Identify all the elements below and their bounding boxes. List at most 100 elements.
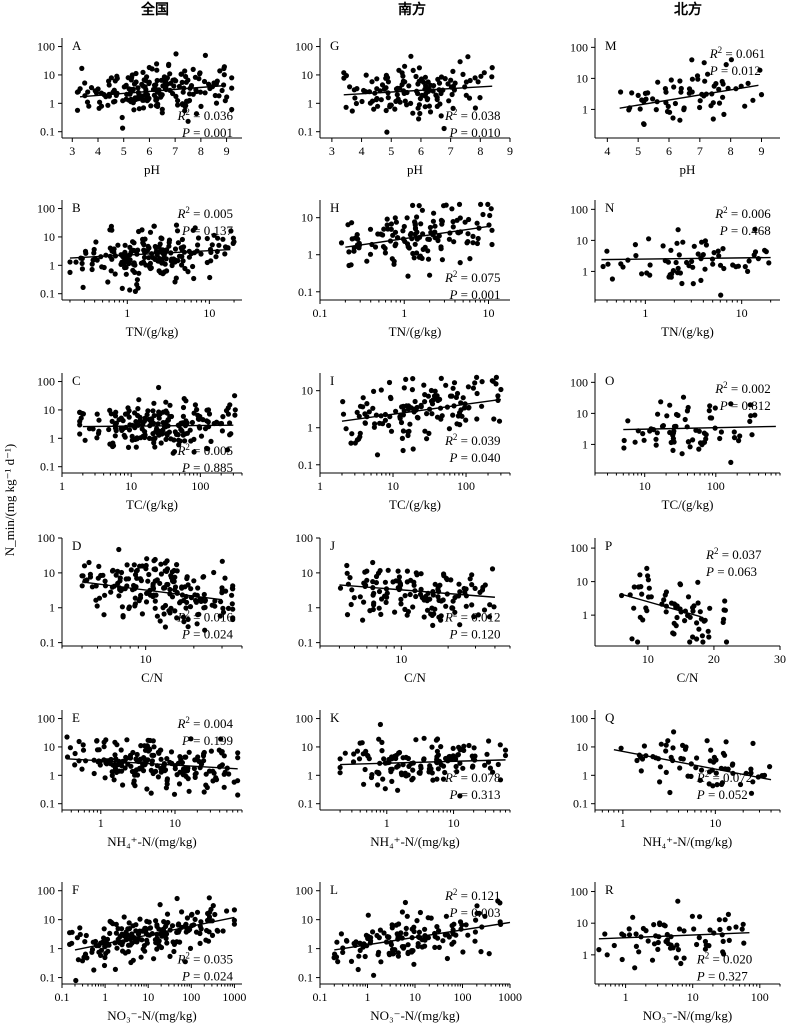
- p-symbol: P: [181, 626, 190, 641]
- data-point: [82, 437, 88, 443]
- data-point: [109, 772, 115, 779]
- data-point: [370, 579, 376, 585]
- data-point: [141, 77, 147, 83]
- data-point: [116, 593, 122, 599]
- data-point: [450, 745, 456, 752]
- data-point: [489, 74, 495, 80]
- r-squared-value: = 0.072: [709, 770, 752, 785]
- data-point: [367, 226, 374, 232]
- data-point: [337, 585, 344, 591]
- data-point: [397, 415, 403, 421]
- data-point: [145, 97, 151, 103]
- data-point: [668, 439, 674, 446]
- data-point: [164, 778, 170, 784]
- r-squared-label: R2 = 0.035: [176, 950, 233, 966]
- data-point: [434, 924, 440, 930]
- data-point: [374, 86, 380, 92]
- p-value: = 0.313: [457, 787, 500, 802]
- data-point: [665, 103, 671, 109]
- data-point: [157, 618, 163, 624]
- data-point: [463, 417, 469, 423]
- data-point: [621, 437, 627, 444]
- data-point: [382, 786, 388, 792]
- scatter-points: [77, 384, 238, 456]
- x-tick-label: 0.1: [313, 990, 328, 1004]
- data-point: [402, 98, 408, 104]
- data-point: [98, 952, 104, 959]
- data-point: [349, 431, 355, 437]
- x-axis-label: NH₄⁺-N/(mg/kg): [643, 834, 732, 849]
- data-point: [79, 766, 85, 772]
- data-point: [663, 609, 669, 615]
- data-point: [637, 106, 643, 112]
- data-point: [439, 218, 445, 224]
- r-symbol: R: [696, 770, 705, 785]
- x-tick-label: 10: [203, 306, 215, 320]
- data-point: [472, 75, 478, 81]
- data-point: [733, 924, 739, 930]
- data-point: [451, 380, 458, 386]
- data-point: [702, 938, 709, 945]
- x-tick-label: 1: [384, 816, 390, 830]
- data-point: [719, 932, 725, 938]
- data-point: [203, 771, 209, 777]
- data-point: [108, 223, 114, 229]
- data-point: [139, 937, 145, 943]
- r-squared-label: R2 = 0.005: [176, 205, 233, 221]
- data-point: [487, 765, 493, 771]
- data-point: [430, 622, 436, 629]
- data-point: [187, 926, 193, 933]
- data-point: [473, 917, 479, 923]
- data-point: [235, 755, 241, 761]
- data-point: [101, 744, 107, 750]
- data-point: [414, 918, 420, 924]
- data-point: [706, 408, 712, 414]
- data-point: [676, 252, 682, 258]
- panel-letter: L: [330, 882, 338, 897]
- data-point: [363, 748, 369, 755]
- data-point: [202, 52, 208, 59]
- r-squared-label: R2 = 0.004: [176, 715, 233, 731]
- x-tick-label: 10: [140, 652, 152, 666]
- column-title-south: 南方: [398, 1, 426, 18]
- data-point: [331, 955, 337, 961]
- data-point: [117, 933, 123, 940]
- panel-letter: Q: [605, 710, 615, 725]
- data-point: [158, 756, 164, 762]
- data-point: [439, 413, 445, 419]
- x-tick-label: 100: [751, 990, 769, 1004]
- data-point: [340, 399, 346, 405]
- data-point: [166, 608, 172, 614]
- data-point: [469, 582, 475, 588]
- data-point: [376, 935, 382, 941]
- data-point: [658, 741, 664, 747]
- panel-letter: E: [72, 710, 80, 725]
- data-point: [343, 104, 349, 110]
- data-point: [224, 908, 230, 914]
- data-point: [165, 417, 171, 423]
- data-point: [482, 582, 488, 588]
- data-point: [171, 941, 177, 948]
- data-point: [688, 773, 694, 780]
- data-point: [409, 387, 415, 393]
- data-point: [465, 54, 471, 60]
- data-point: [395, 763, 401, 769]
- data-point: [96, 563, 102, 570]
- data-point: [81, 954, 87, 960]
- data-point: [134, 277, 140, 283]
- x-tick-label: 6: [666, 144, 672, 158]
- panel-letter: K: [330, 710, 340, 725]
- p-value-label: P = 0.120: [448, 626, 500, 641]
- data-point: [179, 236, 185, 243]
- y-tick-label: 10: [43, 566, 55, 580]
- x-tick-label: 10: [387, 479, 399, 493]
- data-point: [485, 201, 491, 207]
- data-point: [406, 428, 412, 434]
- data-point: [722, 917, 728, 923]
- y-tick-label: 0.1: [40, 971, 55, 985]
- data-point: [670, 447, 676, 453]
- data-point: [102, 578, 108, 584]
